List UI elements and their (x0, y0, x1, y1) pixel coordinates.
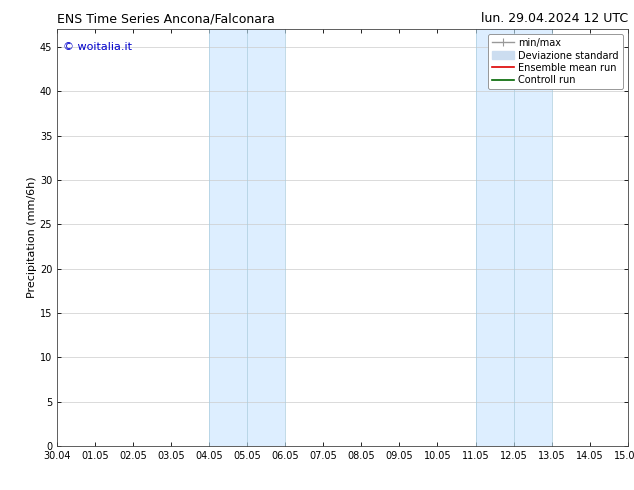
Bar (209, 29, 285, 446)
Text: lun. 29.04.2024 12 UTC: lun. 29.04.2024 12 UTC (481, 12, 628, 25)
Legend: min/max, Deviazione standard, Ensemble mean run, Controll run: min/max, Deviazione standard, Ensemble m… (488, 34, 623, 89)
Bar (476, 29, 552, 446)
Text: ENS Time Series Ancona/Falconara: ENS Time Series Ancona/Falconara (57, 12, 275, 25)
Y-axis label: Precipitation (mm/6h): Precipitation (mm/6h) (27, 177, 37, 298)
Text: © woitalia.it: © woitalia.it (63, 42, 132, 52)
